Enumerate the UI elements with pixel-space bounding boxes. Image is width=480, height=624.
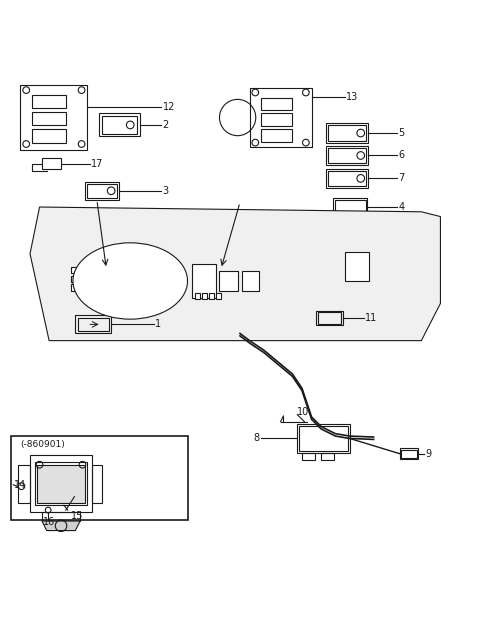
Text: 1: 1 [155, 319, 161, 329]
Bar [218, 271, 238, 291]
Bar [216, 293, 221, 299]
Bar [297, 424, 350, 453]
Bar [326, 124, 368, 143]
Bar [262, 98, 292, 110]
Bar [37, 465, 85, 503]
Bar [328, 171, 366, 186]
Bar [33, 129, 66, 143]
Bar [21, 85, 87, 150]
Bar [333, 198, 367, 217]
Bar [335, 200, 365, 215]
Bar [242, 271, 259, 291]
Bar [250, 88, 312, 147]
Bar [99, 114, 140, 137]
Text: 10: 10 [297, 407, 310, 417]
Bar [18, 465, 31, 503]
Polygon shape [30, 207, 441, 341]
Bar [42, 158, 61, 169]
Bar [195, 293, 200, 299]
Bar [11, 436, 188, 520]
Text: 8: 8 [253, 434, 259, 444]
Bar [401, 450, 417, 457]
Bar [299, 426, 348, 451]
Bar [78, 318, 109, 331]
Bar [33, 112, 66, 125]
Text: 2: 2 [163, 120, 169, 130]
Bar [102, 116, 137, 134]
Bar [75, 315, 111, 333]
Bar [71, 276, 81, 282]
Bar [30, 455, 92, 512]
Bar [209, 293, 214, 299]
Bar [328, 125, 366, 140]
Text: 12: 12 [163, 102, 175, 112]
Text: (-860901): (-860901) [21, 440, 65, 449]
Bar [316, 311, 343, 325]
Text: 4: 4 [398, 203, 405, 213]
Bar [345, 252, 369, 281]
Text: 13: 13 [346, 92, 358, 102]
Text: 9: 9 [425, 449, 432, 459]
Bar [42, 512, 80, 521]
Bar [85, 182, 119, 200]
Text: 17: 17 [91, 158, 104, 168]
Bar [35, 462, 87, 505]
Text: 3: 3 [163, 186, 169, 196]
Ellipse shape [73, 243, 188, 319]
Text: 15: 15 [71, 511, 83, 521]
Bar [192, 265, 216, 298]
Bar [71, 285, 81, 291]
Text: 6: 6 [398, 150, 405, 160]
Bar [326, 169, 368, 188]
Bar [33, 95, 66, 108]
Polygon shape [42, 521, 80, 530]
Bar [262, 129, 292, 142]
Text: 7: 7 [398, 173, 405, 183]
Text: 5: 5 [398, 128, 405, 138]
Bar [92, 465, 102, 503]
Bar [202, 293, 207, 299]
Bar [400, 449, 418, 459]
Bar [262, 114, 292, 126]
Text: 11: 11 [365, 313, 377, 323]
Text: 14: 14 [14, 480, 26, 490]
Bar [318, 313, 341, 324]
Bar [321, 453, 335, 460]
Bar [87, 183, 117, 198]
Bar [302, 453, 315, 460]
Bar [328, 148, 366, 163]
Text: 16: 16 [43, 517, 56, 527]
Bar [326, 146, 368, 165]
Bar [71, 267, 81, 273]
